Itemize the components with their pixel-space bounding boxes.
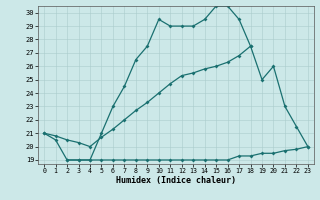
X-axis label: Humidex (Indice chaleur): Humidex (Indice chaleur) xyxy=(116,176,236,185)
